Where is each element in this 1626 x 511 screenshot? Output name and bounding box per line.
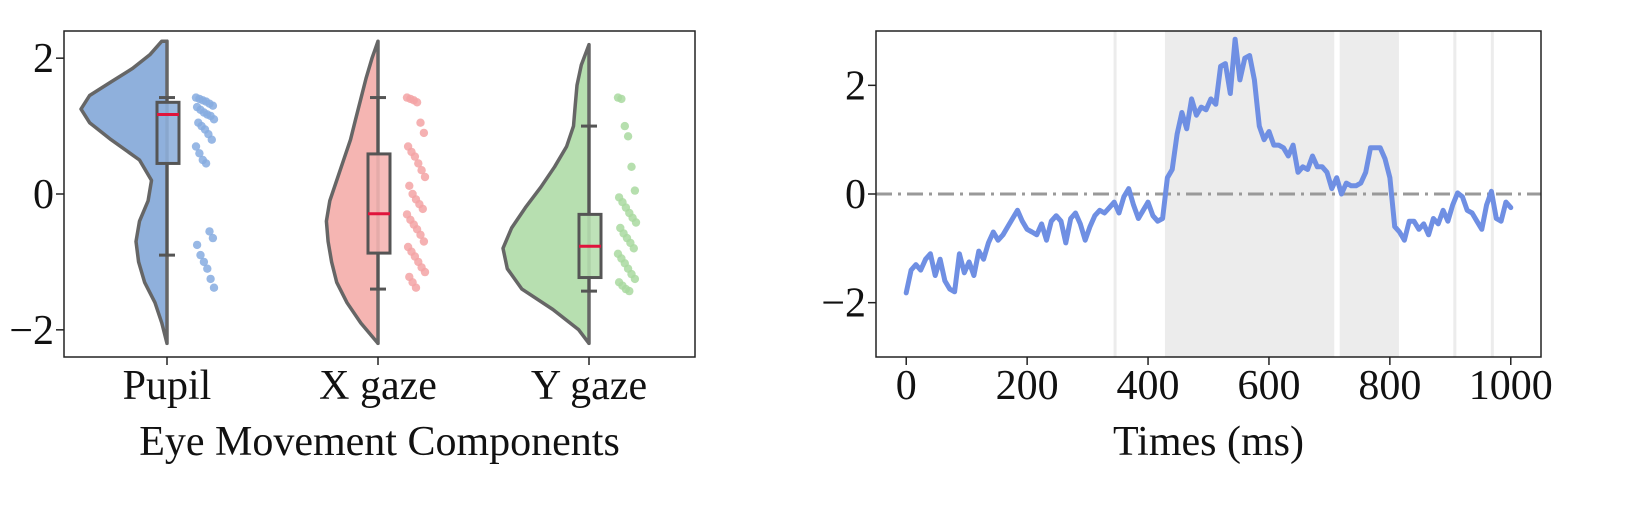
data-point (410, 152, 420, 161)
data-point (416, 230, 425, 239)
data-point (199, 257, 209, 267)
data-point (209, 115, 219, 124)
x-tick-label: 200 (996, 363, 1059, 409)
x-tick-label: 1000 (1469, 363, 1553, 409)
x-tick-label: 400 (1117, 363, 1180, 409)
data-point (417, 166, 426, 175)
violin-shape (501, 42, 591, 346)
data-point (203, 264, 212, 273)
data-point (631, 218, 641, 227)
x-tick-label: Pupil (123, 363, 212, 409)
data-point (201, 159, 211, 168)
x-tick-label: 800 (1358, 363, 1421, 409)
y-tick-label: −2 (821, 281, 866, 327)
violin-shape (324, 39, 380, 346)
data-point (192, 240, 202, 250)
data-point (630, 274, 640, 284)
data-point (416, 118, 425, 127)
data-point (418, 204, 427, 214)
data-point (414, 159, 423, 168)
x-tick-label: 600 (1237, 363, 1300, 409)
data-point (630, 186, 640, 195)
violin-chart: 2 0 −2 Pupil X gaze Y gaze Eye Movement Comp… (9, 30, 696, 465)
data-point (405, 181, 414, 190)
data-point (205, 227, 214, 236)
data-point (196, 250, 205, 260)
violin-group (501, 42, 641, 346)
y-tick-label: 0 (33, 172, 54, 218)
y-tick-label: 2 (33, 36, 54, 82)
data-point (629, 244, 638, 253)
violin-marks (79, 39, 641, 346)
line-x-axis: 0 200 400 600 800 1000 (896, 357, 1553, 409)
box-iqr (366, 152, 392, 255)
violin-y-axis: 2 0 −2 (9, 36, 64, 354)
data-point (412, 98, 422, 107)
data-point (208, 233, 218, 243)
data-point (627, 162, 636, 171)
data-point (208, 101, 218, 110)
data-point (207, 135, 216, 144)
data-point (419, 128, 429, 138)
line-x-axis-title: Times (ms) (1113, 419, 1304, 465)
line-chart: 2 0 −2 0 200 400 600 800 1000 Times (ms) (821, 30, 1553, 465)
data-point (623, 132, 633, 141)
data-point (625, 286, 634, 296)
data-point (195, 149, 204, 158)
box-iqr (155, 100, 181, 165)
data-point (420, 267, 430, 277)
violin-shape (79, 39, 169, 346)
data-point (206, 274, 215, 284)
y-tick-label: −2 (9, 308, 54, 354)
data-point (420, 172, 430, 182)
x-tick-label: Y gaze (531, 363, 647, 409)
violin-group (79, 39, 219, 346)
y-tick-label: 0 (845, 172, 866, 218)
data-point (617, 94, 626, 104)
series-line (903, 36, 1514, 296)
data-point (209, 283, 219, 292)
line-y-axis: 2 0 −2 (821, 63, 876, 327)
violin-x-axis-title: Eye Movement Components (139, 419, 620, 465)
data-point (419, 237, 429, 246)
violin-group (324, 39, 430, 346)
data-point (191, 142, 201, 151)
data-point (411, 283, 421, 292)
violin-x-axis: Pupil X gaze Y gaze (123, 357, 647, 409)
x-tick-label: X gaze (319, 363, 437, 409)
y-tick-label: 2 (845, 63, 866, 109)
data-point (620, 121, 629, 131)
x-tick-label: 0 (896, 363, 917, 409)
